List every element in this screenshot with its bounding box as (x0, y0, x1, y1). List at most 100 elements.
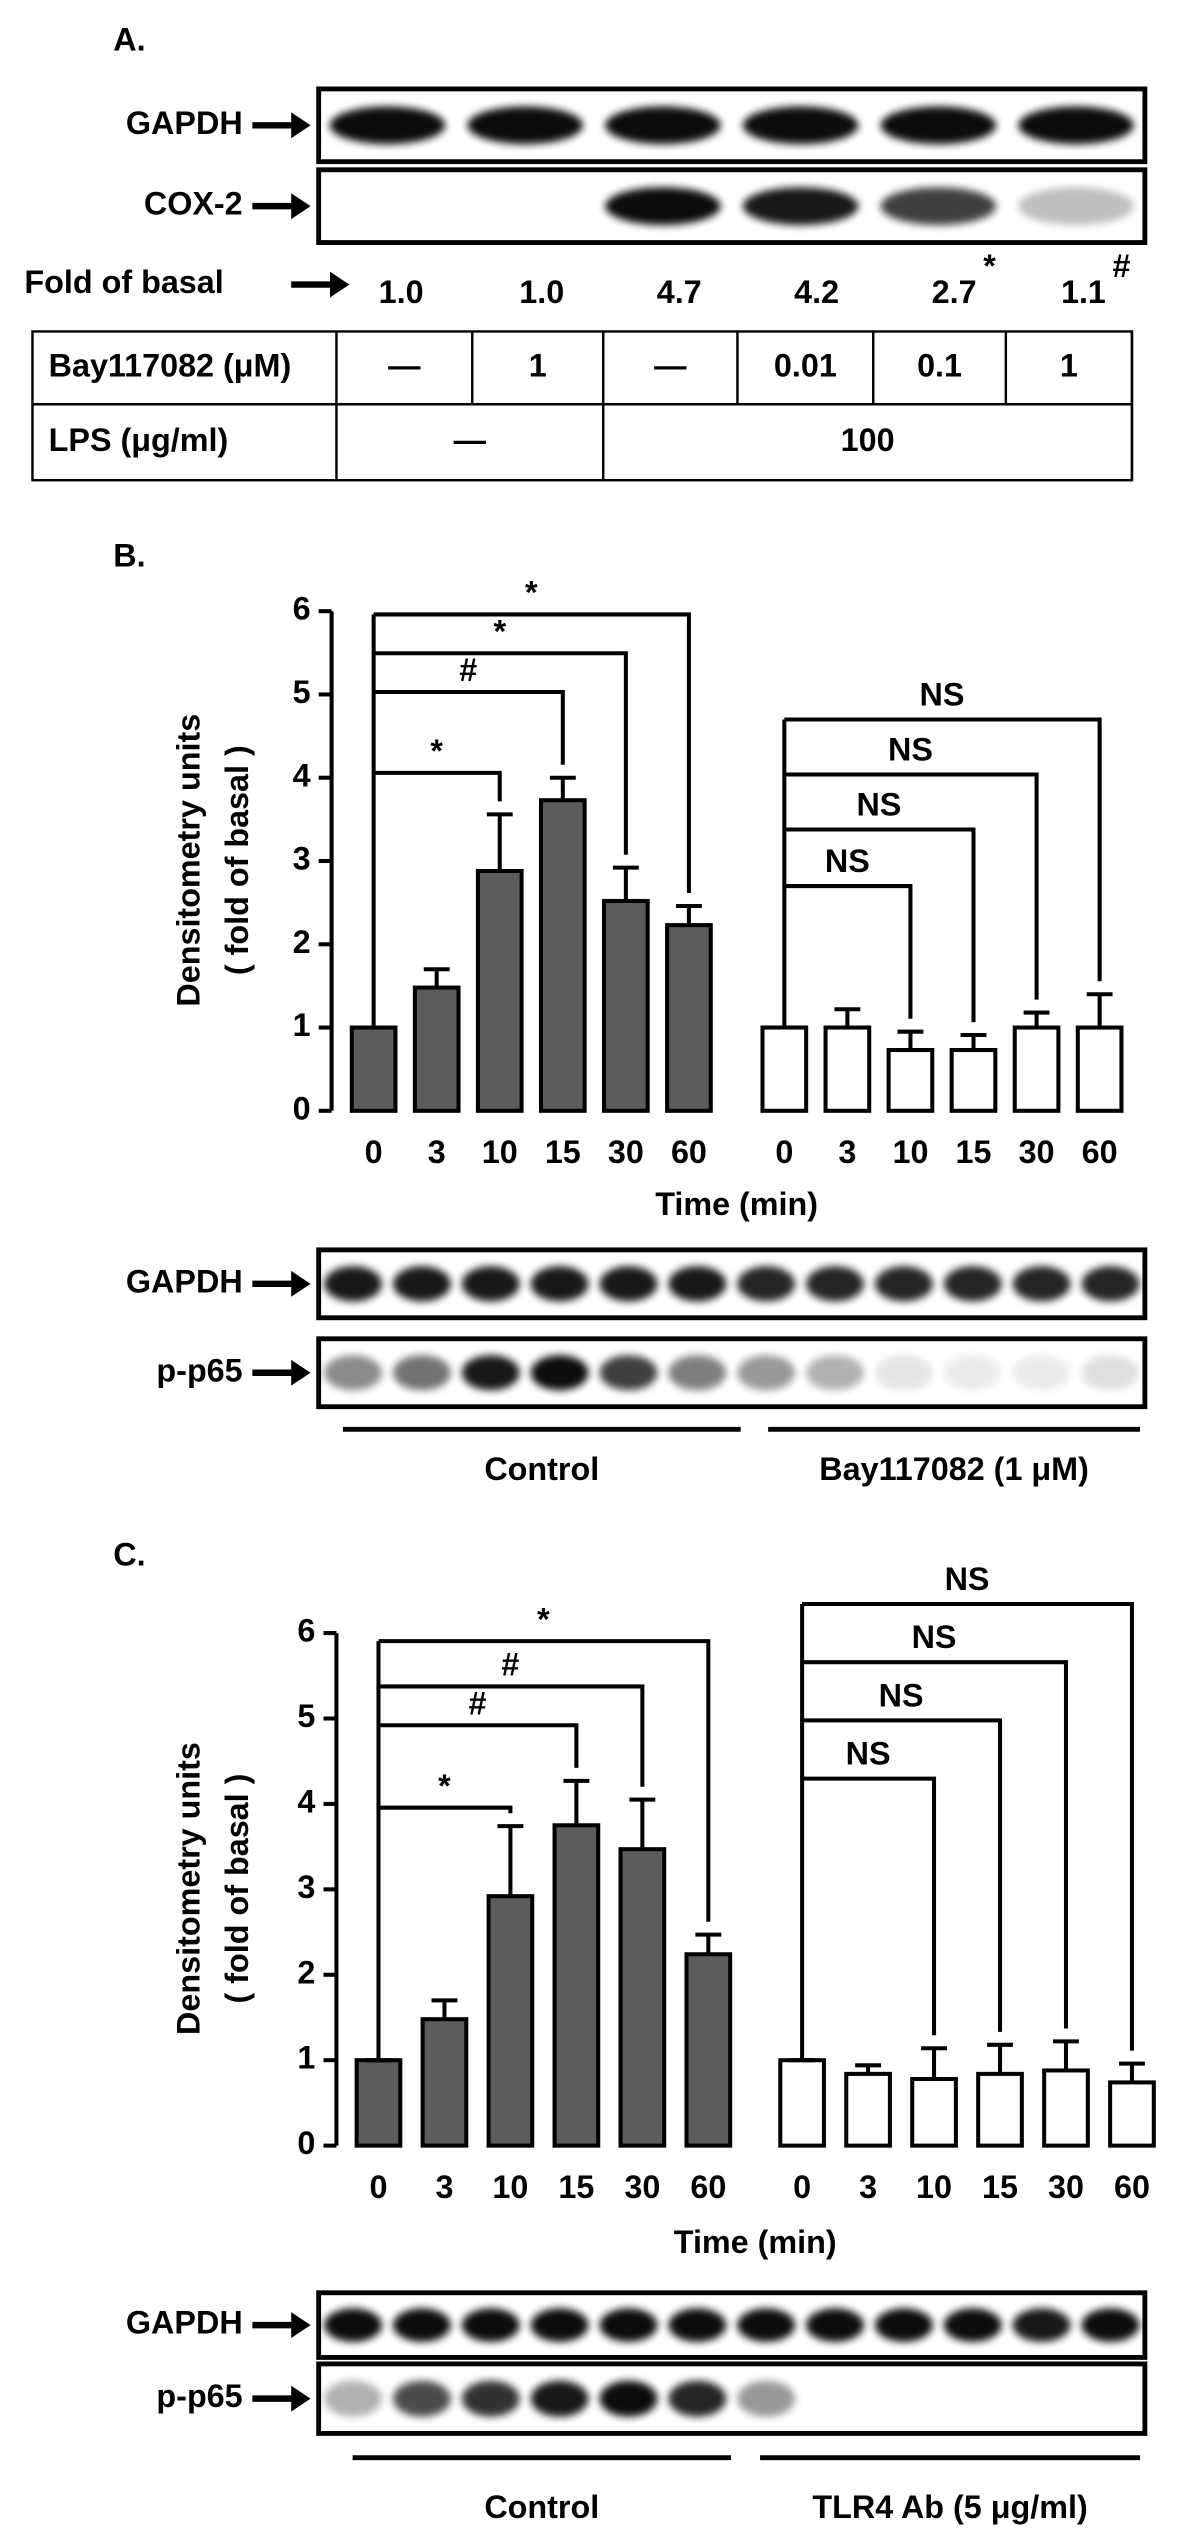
bar (349, 1025, 398, 1113)
table-cell: 0.1 (917, 347, 962, 383)
x-tick-label: 60 (690, 2169, 726, 2205)
table-row-label: LPS (μg/ml) (49, 422, 229, 458)
blot-band (874, 1266, 933, 1302)
blot-band (324, 2308, 383, 2342)
significance-label: # (468, 1685, 486, 1721)
blot-band (393, 1266, 451, 1302)
error-bar (612, 865, 639, 901)
significance-bracket (378, 1684, 645, 1787)
significance-label: NS (856, 786, 901, 822)
panel-label: A. (113, 22, 145, 58)
x-tick-label: 3 (435, 2169, 453, 2205)
blot (316, 86, 1148, 165)
error-bar (960, 1033, 987, 1051)
error-bar (897, 1029, 924, 1051)
fold-sig: # (1113, 248, 1131, 284)
significance-label: * (430, 733, 443, 769)
blot-band (742, 106, 859, 145)
error-bar (563, 1778, 590, 1826)
fold-value: 4.7 (657, 274, 702, 310)
table-cell: — (388, 347, 421, 383)
significance-bracket (784, 884, 913, 1019)
blot-band (599, 1266, 658, 1302)
blot-label: p-p65 (156, 2378, 242, 2414)
y-axis-label: Densitometry units (170, 1742, 206, 2035)
arrow-head (291, 1359, 311, 1386)
y-tick-label: 0 (293, 1090, 311, 1126)
significance-label: NS (888, 731, 933, 767)
bar (618, 1847, 667, 2148)
significance-label: * (493, 613, 506, 649)
error-bar (486, 812, 513, 871)
panel-label: B. (113, 537, 145, 573)
panel-label: C. (113, 1537, 145, 1573)
x-tick-label: 60 (671, 1134, 707, 1170)
table-cell: 1 (529, 347, 547, 383)
x-tick-label: 60 (1114, 2169, 1150, 2205)
y-tick-label: 5 (293, 674, 311, 710)
table-cell: — (454, 422, 487, 458)
blot-band (1012, 1266, 1071, 1302)
blot-band (806, 1266, 864, 1302)
blot-band (461, 2380, 520, 2417)
x-tick-label: 0 (793, 2169, 811, 2205)
x-tick-label: 15 (545, 1134, 581, 1170)
blot-band (874, 2308, 933, 2342)
error-bar (855, 2063, 882, 2074)
x-tick-label: 60 (1082, 1134, 1118, 1170)
significance-label: # (459, 652, 477, 688)
blot-band (1012, 2308, 1071, 2342)
blot-band (461, 2308, 520, 2342)
table-cell: — (654, 347, 687, 383)
fold-label: Fold of basal (24, 264, 223, 300)
x-tick-label: 0 (775, 1134, 793, 1170)
table-row-label: Bay117082 (μM) (49, 347, 292, 383)
significance-bracket (802, 1718, 1003, 2032)
blot-band (737, 1355, 796, 1391)
blot-frame (316, 86, 1148, 165)
x-tick-label: 30 (1048, 2169, 1084, 2205)
blot-band (329, 106, 446, 145)
blot-band (605, 106, 721, 145)
error-bar (987, 2042, 1013, 2074)
bar (412, 985, 461, 1113)
arrow-head (291, 1270, 311, 1297)
bar (420, 2017, 469, 2148)
table-cell: 100 (841, 422, 895, 458)
blot-label: COX-2 (144, 186, 243, 222)
bar (1075, 1025, 1124, 1113)
blot-band (668, 1266, 727, 1302)
bar (475, 868, 524, 1113)
significance-bracket (784, 827, 976, 1023)
blot-band (943, 2308, 1002, 2342)
bar (910, 2076, 958, 2148)
significance-label: NS (825, 843, 870, 879)
arrow-head (291, 2312, 311, 2339)
blot-band (880, 187, 997, 226)
significance-bracket (373, 651, 628, 855)
blot-band (1018, 106, 1134, 145)
x-tick-label: 10 (492, 2169, 528, 2205)
blot (316, 2290, 1148, 2360)
x-axis-label: Time (min) (674, 2224, 837, 2260)
group-label: Control (484, 1451, 599, 1487)
blot-band (737, 2380, 796, 2417)
blot-band (1012, 1355, 1071, 1391)
y-tick-label: 3 (293, 841, 311, 877)
x-tick-label: 3 (859, 2169, 877, 2205)
y-axis-label: ( fold of basal ) (219, 1774, 255, 2004)
blot-band (599, 2308, 658, 2342)
blot-band (1081, 1266, 1140, 1302)
significance-label: NS (945, 1561, 990, 1597)
blot-band (1081, 1355, 1140, 1391)
x-tick-label: 10 (916, 2169, 952, 2205)
table-cell: 0.01 (774, 347, 837, 383)
significance-bracket (373, 770, 502, 802)
significance-bracket (802, 1776, 937, 2036)
bar (949, 1048, 998, 1113)
blot-band (461, 1266, 520, 1302)
blot (316, 167, 1148, 245)
error-bar (431, 1998, 458, 2020)
group-label: Control (484, 2489, 599, 2525)
